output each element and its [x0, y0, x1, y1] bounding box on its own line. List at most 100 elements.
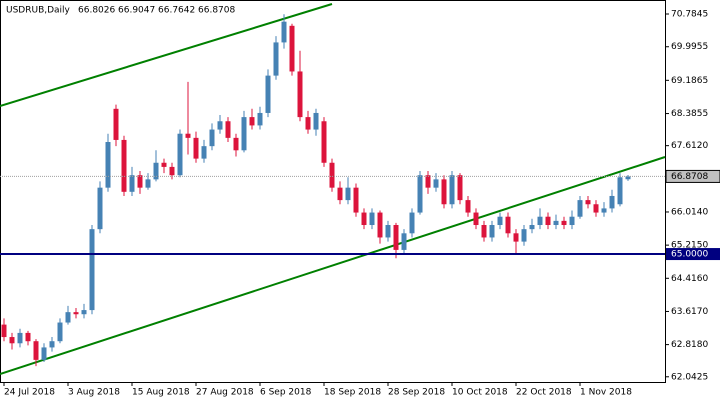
candle-body — [625, 176, 631, 180]
candle-body — [193, 137, 199, 159]
candle-body — [329, 162, 335, 188]
candle-body — [593, 204, 599, 213]
candle-body — [1, 324, 7, 338]
candle-body — [489, 225, 495, 238]
candle-body — [49, 341, 55, 348]
candle-body — [121, 139, 127, 192]
x-tick-label: 1 Nov 2018 — [580, 388, 632, 398]
candle-body — [81, 310, 87, 315]
candle-body — [105, 142, 111, 188]
candle-body — [177, 133, 183, 176]
candle-body — [497, 216, 503, 226]
candle-body — [425, 175, 431, 188]
x-tick-label: 27 Aug 2018 — [196, 388, 254, 398]
x-tick-label: 6 Sep 2018 — [260, 388, 312, 398]
candle-body — [545, 216, 551, 226]
candle-body — [537, 216, 543, 226]
candle-body — [9, 337, 15, 344]
x-tick-label: 15 Aug 2018 — [132, 388, 190, 398]
y-tick-label: 69.9955 — [671, 42, 708, 52]
candle-body — [577, 200, 583, 217]
candle-body — [185, 133, 191, 138]
price-label-bg — [665, 169, 720, 183]
candle-body — [209, 129, 215, 147]
candle-body — [433, 179, 439, 188]
ohlc-high: 66.9047 — [118, 6, 155, 16]
candle-body — [161, 162, 167, 167]
candle-body — [217, 121, 223, 130]
ohlc-low: 66.7642 — [158, 6, 195, 16]
candle-body — [601, 208, 607, 213]
y-tick-label: 65.2150 — [671, 241, 708, 251]
candle-body — [305, 117, 311, 130]
x-tick-label: 3 Aug 2018 — [68, 388, 120, 398]
candle-body — [33, 341, 39, 360]
candle-body — [73, 312, 79, 315]
candle-body — [369, 212, 375, 226]
candle-body — [609, 195, 615, 209]
candle-body — [97, 187, 103, 230]
candle-body — [249, 117, 255, 126]
candle-body — [553, 220, 559, 226]
candle-body — [321, 121, 327, 163]
candle-body — [561, 220, 567, 226]
y-tick-label: 63.6170 — [671, 307, 708, 317]
candle-body — [265, 75, 271, 113]
candle-body — [153, 162, 159, 180]
candle-body — [569, 216, 575, 226]
candle-body — [393, 225, 399, 250]
y-tick-label: 67.6120 — [671, 141, 708, 151]
candle-body — [233, 137, 239, 151]
plot-frame — [0, 0, 666, 383]
candle-body — [417, 175, 423, 213]
y-tick-label: 64.4160 — [671, 274, 708, 284]
candle-body — [377, 212, 383, 238]
y-tick-label: 68.3855 — [671, 109, 708, 119]
candle-body — [289, 25, 295, 72]
candle-body — [273, 42, 279, 76]
candle-body — [521, 229, 527, 242]
candle-body — [169, 166, 175, 176]
candle-body — [505, 216, 511, 234]
candle-body — [17, 332, 23, 344]
x-tick-label: 22 Oct 2018 — [516, 388, 572, 398]
candle-body — [89, 229, 95, 311]
price-label: 66.8708 — [671, 172, 708, 182]
y-tick-label: 69.1865 — [671, 76, 708, 86]
y-tick-label: 70.7845 — [671, 10, 708, 20]
candle-body — [585, 200, 591, 205]
candle-body — [41, 347, 47, 360]
candle-body — [201, 146, 207, 159]
x-tick-label: 18 Sep 2018 — [324, 388, 381, 398]
ohlc-close: 66.8708 — [198, 6, 235, 16]
candle-body — [297, 71, 303, 118]
candle-body — [409, 212, 415, 234]
candle-body — [441, 179, 447, 205]
candle-body — [337, 187, 343, 201]
candle-body — [57, 322, 63, 342]
candle-body — [65, 312, 71, 323]
candle-body — [361, 212, 367, 226]
y-tick-label: 62.8180 — [671, 340, 708, 350]
candle-body — [449, 175, 455, 205]
level-label: 65.0000 — [671, 250, 708, 260]
y-tick-label: 62.0425 — [671, 372, 708, 382]
candle-body — [457, 175, 463, 201]
candle-body — [281, 21, 287, 43]
candle-body — [241, 117, 247, 151]
y-tick-label: 66.0140 — [671, 207, 708, 217]
level-label-bg — [666, 248, 720, 261]
trend-line — [0, 3, 333, 107]
candle-body — [25, 332, 31, 342]
candle-body — [481, 225, 487, 238]
candle-body — [345, 187, 351, 201]
candles — [1, 14, 631, 367]
candle-body — [313, 112, 319, 130]
candle-body — [529, 225, 535, 230]
candle-body — [113, 108, 119, 140]
candle-body — [401, 233, 407, 250]
candle-body — [513, 233, 519, 242]
x-tick-label: 24 Jul 2018 — [4, 388, 55, 398]
candle-body — [225, 121, 231, 138]
